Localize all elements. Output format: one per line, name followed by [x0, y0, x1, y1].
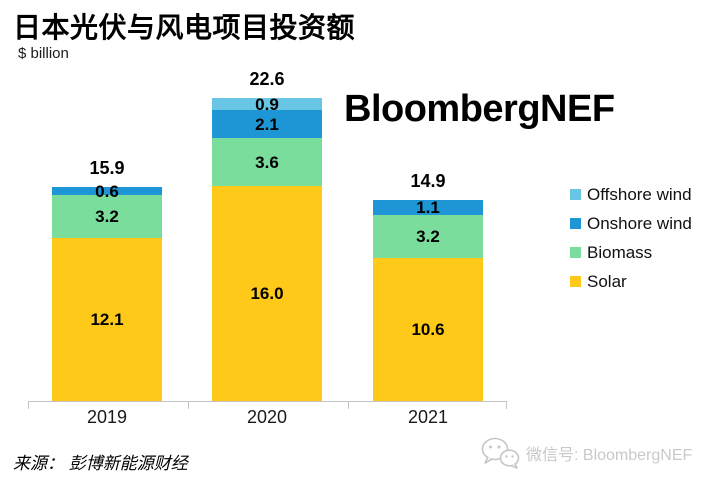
legend-item-solar: Solar: [570, 267, 692, 296]
bar-value-label: 1.1: [416, 198, 440, 217]
legend-item-biomass: Biomass: [570, 238, 692, 267]
bar-total-label: 15.9: [89, 158, 125, 178]
bar-value-label: 10.6: [411, 320, 445, 339]
axis-unit-label: $ billion: [18, 45, 69, 62]
legend-item-onshore-wind: Onshore wind: [570, 209, 692, 238]
legend-label: Onshore wind: [587, 213, 692, 233]
bar-segment-biomass: 3.2: [373, 215, 483, 258]
legend-swatch: [570, 276, 581, 287]
legend-swatch: [570, 218, 581, 229]
bar-value-label: 0.9: [255, 94, 279, 114]
bar-segment-onshore-wind: 0.6: [52, 183, 162, 200]
axis-tick: [506, 401, 507, 409]
axis-tick: [348, 401, 349, 409]
brand-watermark: BloombergNEF: [344, 88, 615, 130]
legend-label: Biomass: [587, 242, 653, 262]
legend-item-offshore-wind: Offshore wind: [570, 180, 692, 209]
wechat-label: 微信号: BloombergNEF: [526, 447, 693, 464]
bar-segment-solar: 10.6: [373, 258, 483, 401]
bar-total-label: 14.9: [410, 171, 446, 191]
x-axis-label: 2021: [407, 407, 449, 427]
axis-tick: [28, 401, 29, 409]
axis-tick: [188, 401, 189, 409]
bar-value-label: 12.1: [90, 310, 124, 329]
bar-segment-solar: 16.0: [212, 186, 322, 401]
x-axis-label: 2020: [246, 407, 288, 427]
bar-value-label: 3.2: [95, 207, 119, 226]
bar-segment-biomass: 3.2: [52, 195, 162, 238]
wechat-icon: [481, 437, 520, 469]
x-axis-label: 2019: [86, 407, 128, 427]
legend-label: Solar: [587, 271, 627, 291]
legend: Offshore wind Onshore wind Biomass Solar: [570, 180, 692, 296]
bar-value-label: 0.6: [95, 181, 119, 201]
bar-segment-onshore-wind: 1.1: [373, 198, 483, 217]
x-axis-line: [28, 401, 507, 402]
bar-segment-offshore-wind: 0.9: [212, 94, 322, 114]
wechat-badge: 微信号: BloombergNEF: [480, 436, 692, 470]
legend-swatch: [570, 189, 581, 200]
bar-segment-onshore-wind: 2.1: [212, 110, 322, 138]
bar-value-label: 3.6: [255, 152, 279, 172]
bar-total-label: 22.6: [249, 69, 285, 89]
chart-title: 日本光伏与风电项目投资额: [13, 12, 356, 43]
bar-segment-biomass: 3.6: [212, 138, 322, 186]
legend-swatch: [570, 247, 581, 258]
bar-value-label: 3.2: [416, 227, 440, 246]
bar-segment-solar: 12.1: [52, 238, 162, 401]
bar-value-label: 16.0: [250, 284, 284, 303]
bar-value-label: 2.1: [255, 114, 279, 134]
legend-label: Offshore wind: [587, 184, 692, 204]
source-note: 来源： 彭博新能源财经: [13, 454, 188, 473]
